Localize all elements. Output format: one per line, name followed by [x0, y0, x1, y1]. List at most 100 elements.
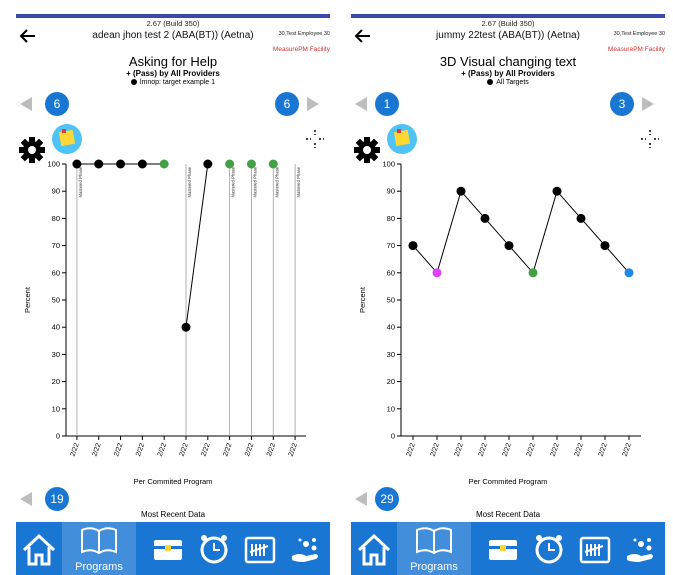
- previous-target-count[interactable]: 1: [375, 92, 399, 116]
- chart-subtitle: + (Pass) by All Providers: [126, 69, 220, 78]
- treasure-chest-icon: [489, 540, 517, 560]
- previous-target-arrow[interactable]: [355, 97, 367, 111]
- data-point: [72, 159, 82, 169]
- y-tick-label: 80: [387, 214, 395, 223]
- x-tick-label: 2/22: [574, 442, 585, 457]
- previous-target-count[interactable]: 6: [45, 92, 69, 116]
- nav-rewards[interactable]: [481, 522, 525, 575]
- nav-programs[interactable]: Programs: [397, 522, 471, 575]
- nav-rewards[interactable]: [146, 522, 190, 575]
- chart-title: 3D Visual changing text: [439, 54, 577, 69]
- data-point: [480, 213, 490, 223]
- student-name: jummy 22test (ABA(BT)) (Aetna): [436, 30, 580, 41]
- phase-label: Mastered Phase: [296, 166, 301, 197]
- previous-target-arrow[interactable]: [20, 97, 32, 111]
- previous-page-arrow[interactable]: [355, 492, 367, 506]
- y-tick-label: 10: [387, 404, 395, 413]
- x-tick-label: 2/22: [598, 442, 609, 457]
- gear-icon[interactable]: [353, 136, 381, 164]
- nav-home[interactable]: [351, 522, 397, 575]
- x-tick-label: 2/22: [179, 442, 190, 457]
- y-tick-label: 50: [52, 296, 60, 305]
- y-tick-label: 70: [52, 241, 60, 250]
- next-target-arrow[interactable]: [642, 97, 654, 111]
- y-tick-label: 40: [387, 323, 395, 332]
- data-point: [181, 322, 191, 332]
- chart-legend: All Targets: [351, 79, 665, 86]
- most-recent-data-label: Most Recent Data: [140, 510, 206, 519]
- y-tick-label: 20: [52, 377, 60, 386]
- y-tick-label: 40: [52, 323, 60, 332]
- y-tick-label: 70: [387, 241, 395, 250]
- y-tick-label: 50: [387, 296, 395, 305]
- x-tick-label: 2/22: [478, 442, 489, 457]
- nav-programs-label: Programs: [75, 561, 123, 573]
- nav-tally[interactable]: [573, 522, 617, 575]
- x-tick-label: 2/22: [113, 442, 124, 457]
- data-point: [576, 213, 586, 223]
- phase-label: Mastered Phase: [78, 166, 83, 197]
- next-target-count[interactable]: 6: [275, 92, 299, 116]
- left-screen: 2.67 (Build 350) adean jhon test 2 (ABA(…: [16, 14, 330, 575]
- nav-home[interactable]: [16, 522, 62, 575]
- data-point: [225, 159, 235, 169]
- nav-programs[interactable]: Programs: [62, 522, 136, 575]
- build-version: 2.67 (Build 350): [481, 19, 535, 28]
- sticky-note-icon[interactable]: [52, 124, 82, 154]
- y-tick-label: 0: [56, 432, 60, 441]
- previous-page-arrow[interactable]: [20, 492, 32, 506]
- alarm-clock-icon: [535, 535, 563, 564]
- next-target-count[interactable]: 3: [610, 92, 634, 116]
- y-tick-label: 10: [52, 404, 60, 413]
- crosshair-icon[interactable]: [304, 128, 326, 150]
- back-arrow-icon[interactable]: [18, 26, 38, 46]
- tally-calendar-icon: [244, 536, 276, 564]
- next-target-arrow[interactable]: [307, 97, 319, 111]
- data-point: [116, 159, 126, 169]
- bottom-nav: Programs: [351, 522, 665, 575]
- home-icon: [22, 533, 56, 566]
- phase-label: Mastered Phase: [274, 166, 279, 197]
- y-tick-label: 30: [52, 350, 60, 359]
- back-arrow-icon[interactable]: [353, 26, 373, 46]
- legend-dot: [487, 79, 494, 86]
- student-name: adean jhon test 2 (ABA(BT)) (Aetna): [92, 30, 254, 41]
- x-tick-label: 2/22: [244, 442, 255, 457]
- bottom-nav: Programs: [16, 522, 330, 575]
- data-point: [456, 186, 466, 196]
- data-count-bubble[interactable]: 19: [45, 487, 69, 511]
- x-tick-label: 2/22: [288, 442, 299, 457]
- percent-line-chart: Percent 0 10 20 30 40 50 60 70 80 90 100 2/22 2/22 2/2…: [23, 159, 306, 457]
- phase-label: Mastered Phase: [231, 166, 236, 197]
- facility-name: MeasurePM Facility: [272, 46, 330, 53]
- y-tick-label: 30: [387, 350, 395, 359]
- treasure-chest-icon: [154, 540, 182, 560]
- book-icon: [416, 527, 452, 555]
- y-axis-label: Percent: [23, 286, 32, 313]
- phase-label: Mastered Phase: [187, 166, 192, 197]
- x-tick-label: 2/22: [266, 442, 277, 457]
- data-point: [600, 241, 610, 251]
- gear-icon[interactable]: [18, 136, 46, 164]
- x-tick-label: 2/22: [157, 442, 168, 457]
- y-tick-label: 100: [382, 160, 395, 169]
- sticky-note-icon[interactable]: [387, 124, 417, 154]
- data-point: [432, 268, 442, 278]
- x-tick-label: 2/22: [550, 442, 561, 457]
- home-icon: [357, 533, 391, 566]
- crosshair-icon[interactable]: [639, 128, 661, 150]
- nav-tally[interactable]: [238, 522, 282, 575]
- x-axis-label: Per Commited Program: [468, 477, 548, 486]
- nav-skills[interactable]: [284, 522, 328, 575]
- nav-timer[interactable]: [527, 522, 571, 575]
- data-point: [504, 241, 514, 251]
- y-axis-label: Percent: [358, 286, 367, 313]
- data-point: [246, 159, 256, 169]
- alarm-clock-icon: [200, 535, 228, 564]
- series-line: [412, 190, 630, 274]
- most-recent-data-label: Most Recent Data: [475, 510, 541, 519]
- series-line: [185, 163, 209, 328]
- nav-skills[interactable]: [619, 522, 663, 575]
- nav-timer[interactable]: [192, 522, 236, 575]
- data-count-bubble[interactable]: 29: [375, 487, 399, 511]
